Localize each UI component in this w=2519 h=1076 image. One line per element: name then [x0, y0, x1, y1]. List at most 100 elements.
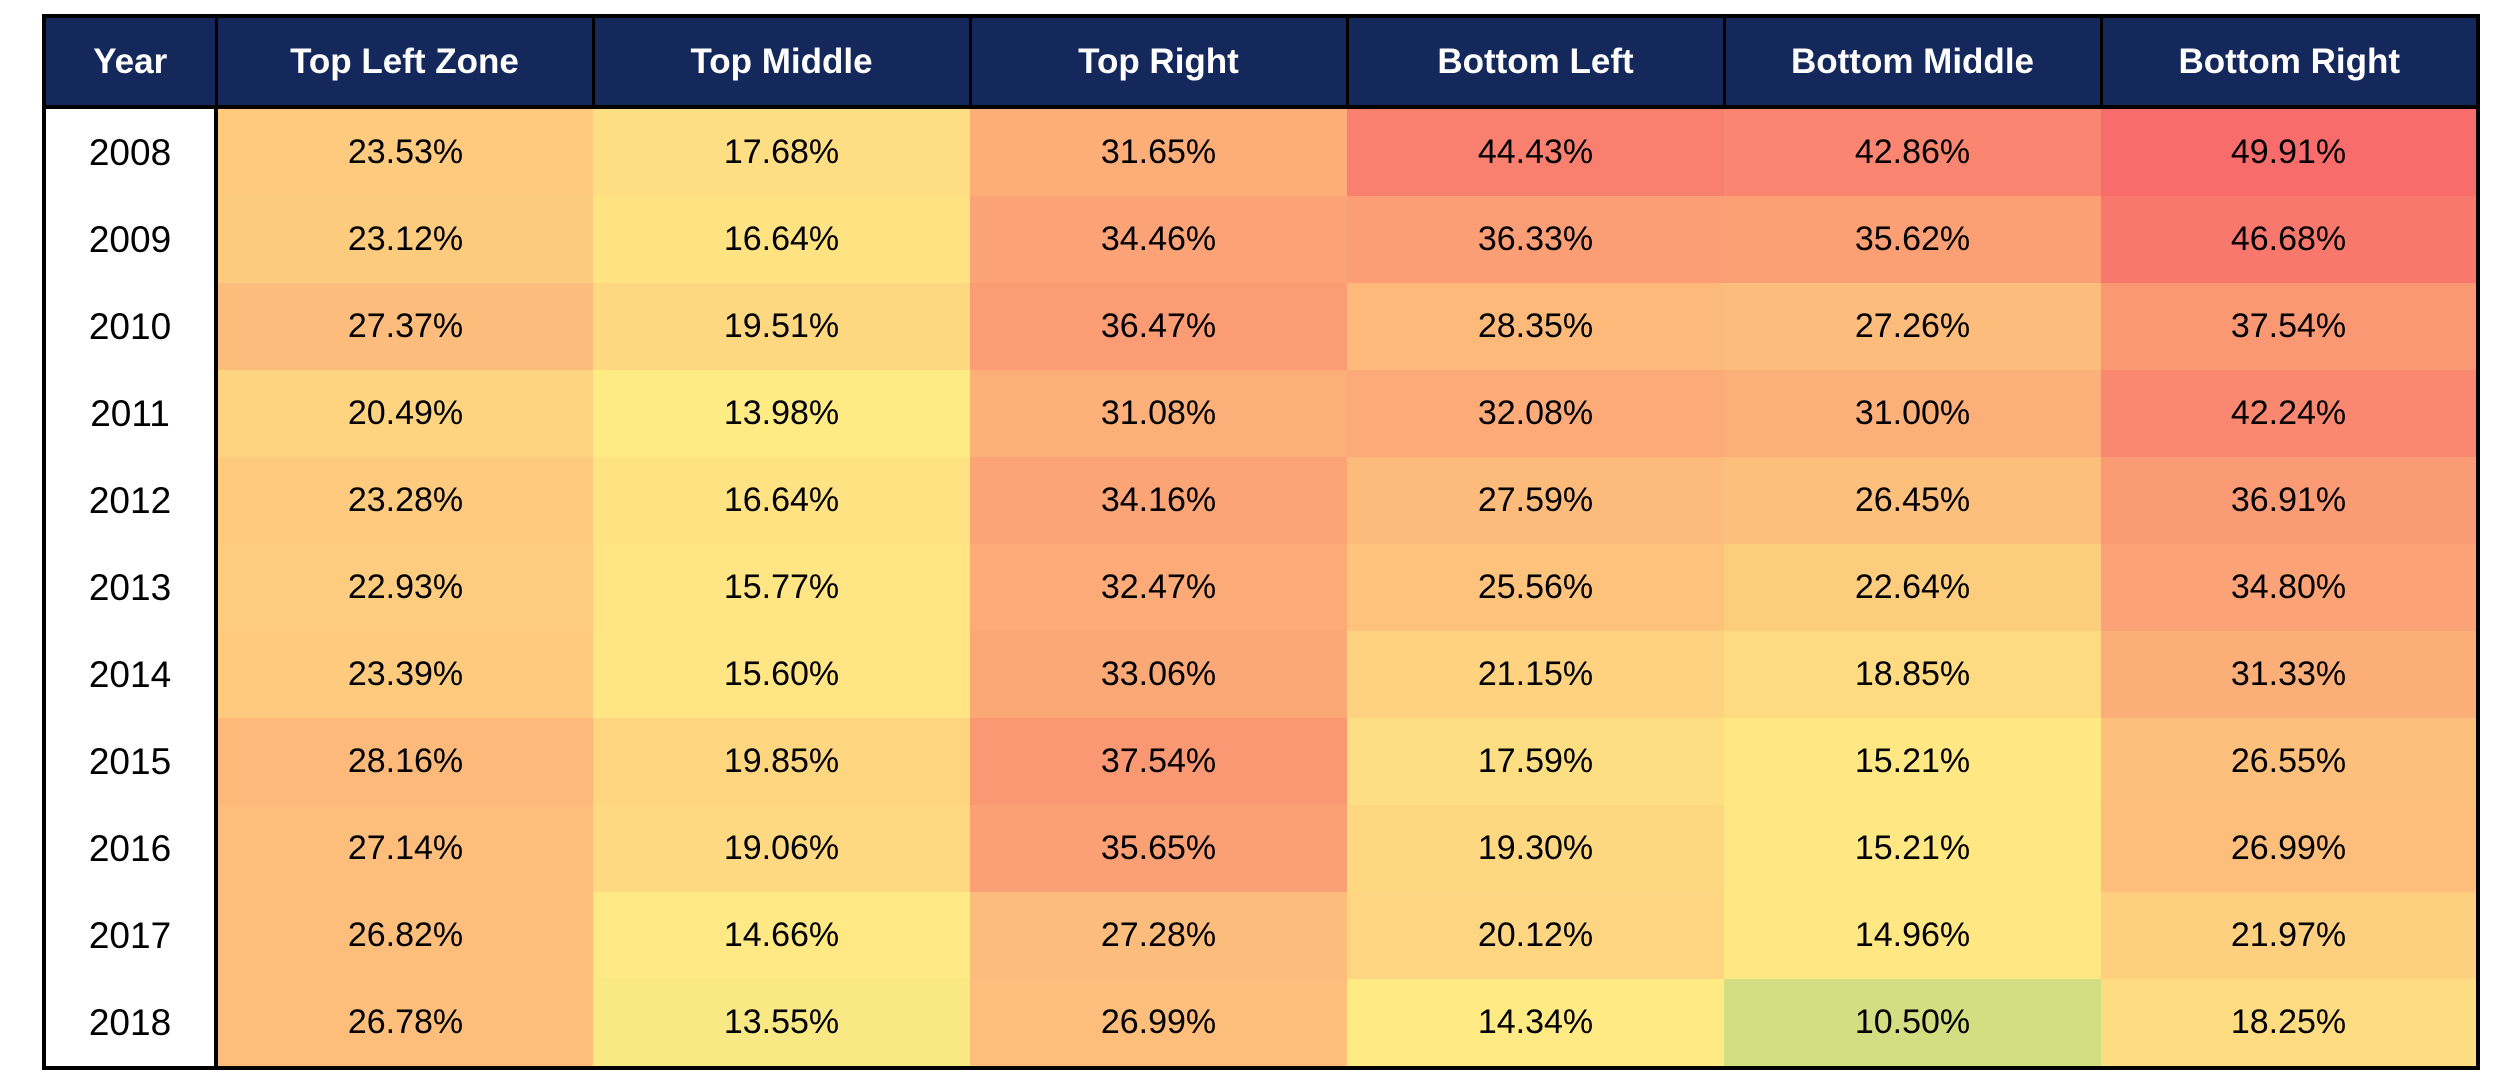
- heatmap-cell: 21.97%: [2101, 892, 2478, 979]
- heatmap-cell: 26.99%: [970, 979, 1347, 1068]
- heatmap-cell: 42.86%: [1724, 107, 2101, 196]
- heatmap-cell: 15.21%: [1724, 718, 2101, 805]
- heatmap-cell: 37.54%: [970, 718, 1347, 805]
- heatmap-cell: 19.06%: [593, 805, 970, 892]
- year-cell: 2010: [44, 283, 218, 370]
- heatmap-cell: 28.16%: [216, 718, 593, 805]
- heatmap-cell: 31.00%: [1724, 370, 2101, 457]
- table-row: 2010 27.37% 19.51% 36.47% 28.35% 27.26% 37.54%: [44, 283, 2478, 370]
- year-cell: 2008: [44, 107, 218, 196]
- column-header-bottom-right: Bottom Right: [2101, 16, 2478, 109]
- column-header-top-left-zone: Top Left Zone: [216, 16, 595, 109]
- heatmap-table: Year Top Left Zone Top Middle Top Right Bott…: [42, 14, 2480, 1070]
- table-row: 2017 26.82% 14.66% 27.28% 20.12% 14.96% 21.97%: [44, 892, 2478, 979]
- heatmap-cell: 27.14%: [216, 805, 593, 892]
- heatmap-cell: 17.68%: [593, 107, 970, 196]
- heatmap-cell: 23.12%: [216, 196, 593, 283]
- heatmap-cell: 36.47%: [970, 283, 1347, 370]
- year-cell: 2016: [44, 805, 218, 892]
- heatmap-cell: 34.80%: [2101, 544, 2478, 631]
- heatmap-cell: 34.46%: [970, 196, 1347, 283]
- table-header: Year Top Left Zone Top Middle Top Right Bott…: [44, 16, 2478, 109]
- heatmap-cell: 17.59%: [1347, 718, 1724, 805]
- heatmap-cell: 32.47%: [970, 544, 1347, 631]
- heatmap-cell: 14.96%: [1724, 892, 2101, 979]
- heatmap-cell: 34.16%: [970, 457, 1347, 544]
- heatmap-cell: 26.99%: [2101, 805, 2478, 892]
- heatmap-cell: 19.85%: [593, 718, 970, 805]
- column-header-year: Year: [44, 16, 218, 109]
- heatmap-cell: 31.33%: [2101, 631, 2478, 718]
- heatmap-cell: 15.21%: [1724, 805, 2101, 892]
- heatmap-cell: 31.65%: [970, 107, 1347, 196]
- heatmap-cell: 10.50%: [1724, 979, 2101, 1068]
- heatmap-cell: 42.24%: [2101, 370, 2478, 457]
- year-cell: 2015: [44, 718, 218, 805]
- table-row: 2015 28.16% 19.85% 37.54% 17.59% 15.21% 26.55%: [44, 718, 2478, 805]
- heatmap-cell: 27.37%: [216, 283, 593, 370]
- table-row: 2009 23.12% 16.64% 34.46% 36.33% 35.62% 46.68%: [44, 196, 2478, 283]
- heatmap-cell: 20.12%: [1347, 892, 1724, 979]
- heatmap-cell: 44.43%: [1347, 107, 1724, 196]
- heatmap-cell: 19.30%: [1347, 805, 1724, 892]
- heatmap-cell: 49.91%: [2101, 107, 2478, 196]
- heatmap-cell: 18.85%: [1724, 631, 2101, 718]
- heatmap-cell: 15.77%: [593, 544, 970, 631]
- year-cell: 2018: [44, 979, 218, 1068]
- heatmap-cell: 20.49%: [216, 370, 593, 457]
- heatmap-cell: 16.64%: [593, 196, 970, 283]
- table-row: 2016 27.14% 19.06% 35.65% 19.30% 15.21% 26.99%: [44, 805, 2478, 892]
- heatmap-cell: 18.25%: [2101, 979, 2478, 1068]
- column-header-bottom-left: Bottom Left: [1347, 16, 1726, 109]
- heatmap-cell: 26.45%: [1724, 457, 2101, 544]
- heatmap-cell: 28.35%: [1347, 283, 1724, 370]
- header-row: Year Top Left Zone Top Middle Top Right Bott…: [44, 16, 2478, 109]
- heatmap-cell: 21.15%: [1347, 631, 1724, 718]
- heatmap-cell: 23.39%: [216, 631, 593, 718]
- heatmap-cell: 13.55%: [593, 979, 970, 1068]
- heatmap-cell: 23.28%: [216, 457, 593, 544]
- heatmap-cell: 26.82%: [216, 892, 593, 979]
- heatmap-cell: 35.65%: [970, 805, 1347, 892]
- column-header-bottom-middle: Bottom Middle: [1724, 16, 2103, 109]
- year-cell: 2014: [44, 631, 218, 718]
- heatmap-cell: 14.66%: [593, 892, 970, 979]
- heatmap-cell: 16.64%: [593, 457, 970, 544]
- heatmap-cell: 26.55%: [2101, 718, 2478, 805]
- heatmap-cell: 31.08%: [970, 370, 1347, 457]
- heatmap-cell: 22.64%: [1724, 544, 2101, 631]
- heatmap-cell: 23.53%: [216, 107, 593, 196]
- heatmap-cell: 19.51%: [593, 283, 970, 370]
- table-row: 2014 23.39% 15.60% 33.06% 21.15% 18.85% 31.33%: [44, 631, 2478, 718]
- heatmap-cell: 22.93%: [216, 544, 593, 631]
- heatmap-cell: 25.56%: [1347, 544, 1724, 631]
- column-header-top-middle: Top Middle: [593, 16, 972, 109]
- heatmap-cell: 14.34%: [1347, 979, 1724, 1068]
- heatmap-cell: 37.54%: [2101, 283, 2478, 370]
- heatmap-cell: 36.33%: [1347, 196, 1724, 283]
- year-cell: 2017: [44, 892, 218, 979]
- year-cell: 2012: [44, 457, 218, 544]
- year-cell: 2009: [44, 196, 218, 283]
- table-row: 2013 22.93% 15.77% 32.47% 25.56% 22.64% 34.80%: [44, 544, 2478, 631]
- heatmap-cell: 36.91%: [2101, 457, 2478, 544]
- table-row: 2018 26.78% 13.55% 26.99% 14.34% 10.50% 18.25%: [44, 979, 2478, 1068]
- heatmap-cell: 32.08%: [1347, 370, 1724, 457]
- table-row: 2012 23.28% 16.64% 34.16% 27.59% 26.45% 36.91%: [44, 457, 2478, 544]
- table-body: 2008 23.53% 17.68% 31.65% 44.43% 42.86% 49.91%…: [44, 107, 2478, 1068]
- heatmap-cell: 46.68%: [2101, 196, 2478, 283]
- heatmap-cell: 13.98%: [593, 370, 970, 457]
- heatmap-cell: 33.06%: [970, 631, 1347, 718]
- heatmap-cell: 27.59%: [1347, 457, 1724, 544]
- heatmap-cell: 26.78%: [216, 979, 593, 1068]
- year-cell: 2011: [44, 370, 218, 457]
- heatmap-cell: 27.28%: [970, 892, 1347, 979]
- column-header-top-right: Top Right: [970, 16, 1349, 109]
- year-cell: 2013: [44, 544, 218, 631]
- heatmap-cell: 27.26%: [1724, 283, 2101, 370]
- table-row: 2008 23.53% 17.68% 31.65% 44.43% 42.86% 49.91%: [44, 107, 2478, 196]
- heatmap-cell: 35.62%: [1724, 196, 2101, 283]
- table-row: 2011 20.49% 13.98% 31.08% 32.08% 31.00% 42.24%: [44, 370, 2478, 457]
- heatmap-cell: 15.60%: [593, 631, 970, 718]
